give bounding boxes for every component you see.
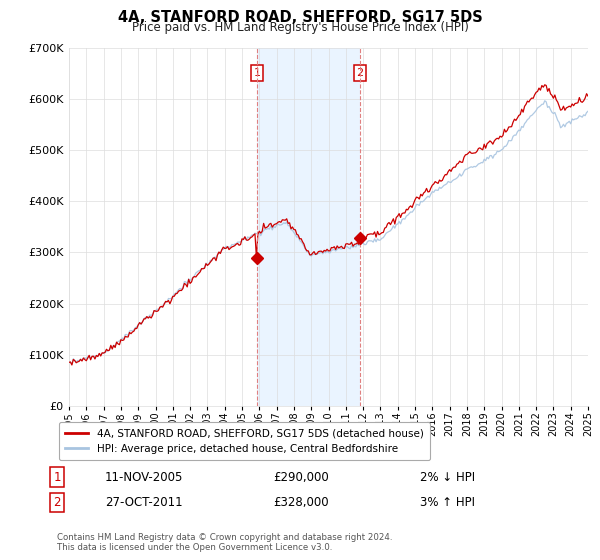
Text: 2% ↓ HPI: 2% ↓ HPI [420, 470, 475, 484]
Bar [257, 48, 360, 406]
Text: 1: 1 [254, 68, 260, 78]
Legend: 4A, STANFORD ROAD, SHEFFORD, SG17 5DS (detached house), HPI: Average price, deta: 4A, STANFORD ROAD, SHEFFORD, SG17 5DS (d… [59, 422, 430, 460]
Text: £328,000: £328,000 [273, 496, 329, 509]
Text: 27-OCT-2011: 27-OCT-2011 [105, 496, 182, 509]
Text: 1: 1 [53, 470, 61, 484]
Text: 3% ↑ HPI: 3% ↑ HPI [420, 496, 475, 509]
Text: 4A, STANFORD ROAD, SHEFFORD, SG17 5DS: 4A, STANFORD ROAD, SHEFFORD, SG17 5DS [118, 10, 482, 25]
Text: 2: 2 [53, 496, 61, 509]
Text: This data is licensed under the Open Government Licence v3.0.: This data is licensed under the Open Gov… [57, 543, 332, 552]
Text: 2: 2 [356, 68, 364, 78]
Text: Contains HM Land Registry data © Crown copyright and database right 2024.: Contains HM Land Registry data © Crown c… [57, 533, 392, 542]
Text: £290,000: £290,000 [273, 470, 329, 484]
Text: 11-NOV-2005: 11-NOV-2005 [105, 470, 184, 484]
Text: Price paid vs. HM Land Registry's House Price Index (HPI): Price paid vs. HM Land Registry's House … [131, 21, 469, 34]
